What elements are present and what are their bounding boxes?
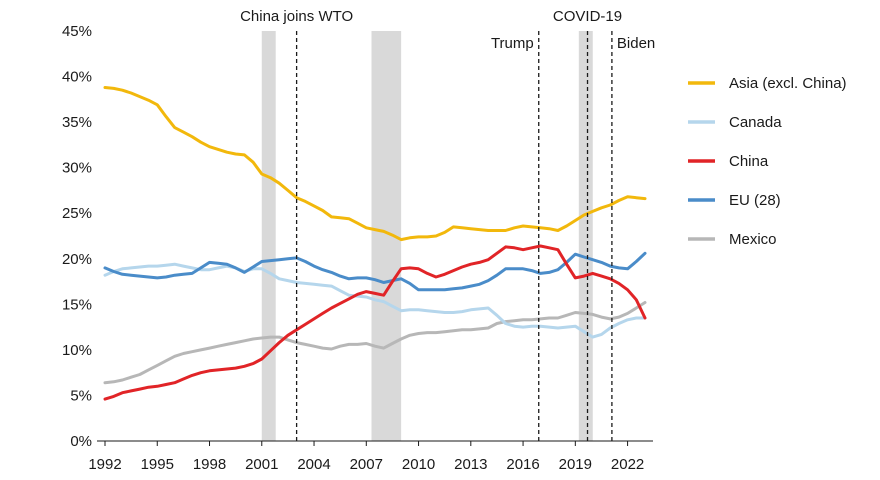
event-label-china-joins-wto: China joins WTO	[240, 8, 353, 25]
event-label-covid-19: COVID-19	[553, 8, 622, 25]
x-tick-label: 2016	[506, 456, 539, 473]
y-tick-label: 30%	[62, 160, 92, 177]
x-tick-label: 2022	[611, 456, 644, 473]
series-line-canada	[103, 262, 647, 339]
y-tick-label: 0%	[70, 433, 92, 450]
series-line-mexico	[103, 301, 647, 385]
series-line-asia-excl-china	[103, 86, 647, 242]
y-tick-label: 40%	[62, 69, 92, 86]
legend-label-eu-28: EU (28)	[729, 192, 781, 209]
series-line-eu-28	[103, 251, 647, 292]
x-tick-label: 2001	[245, 456, 278, 473]
x-tick-label: 2013	[454, 456, 487, 473]
x-axis: 1992 1995 1998 2001 2004 2007 2010 2013 2016 2019…	[88, 440, 653, 473]
legend: Asia (excl. China) Canada China EU (28) Mexi…	[688, 75, 847, 248]
x-tick-label: 2019	[559, 456, 592, 473]
series-line-china	[103, 244, 647, 401]
x-tick-label: 2004	[297, 456, 330, 473]
legend-label-canada: Canada	[729, 114, 782, 131]
x-tick-label: 1992	[88, 456, 121, 473]
y-tick-label: 15%	[62, 296, 92, 313]
y-tick-label: 45%	[62, 23, 92, 40]
event-lines: China joins WTO Trump COVID-19 Biden	[240, 8, 655, 441]
x-tick-label: 2010	[402, 456, 435, 473]
y-tick-label: 20%	[62, 251, 92, 268]
series-lines	[103, 86, 647, 401]
y-tick-label: 10%	[62, 342, 92, 359]
y-axis: 0% 5% 10% 15% 20% 25% 30% 35% 40% 45%	[62, 23, 92, 450]
x-tick-label: 1998	[193, 456, 226, 473]
y-tick-label: 5%	[70, 387, 92, 404]
event-label-biden: Biden	[617, 35, 655, 52]
event-label-trump: Trump	[491, 35, 534, 52]
shaded-period-1	[261, 31, 276, 441]
legend-label-mexico: Mexico	[729, 231, 777, 248]
x-tick-label: 2007	[350, 456, 383, 473]
legend-label-asia-excl-china: Asia (excl. China)	[729, 75, 847, 92]
y-tick-label: 35%	[62, 114, 92, 131]
y-tick-label: 25%	[62, 205, 92, 222]
legend-label-china: China	[729, 153, 769, 170]
x-tick-label: 1995	[141, 456, 174, 473]
shaded-period-3	[578, 31, 593, 441]
